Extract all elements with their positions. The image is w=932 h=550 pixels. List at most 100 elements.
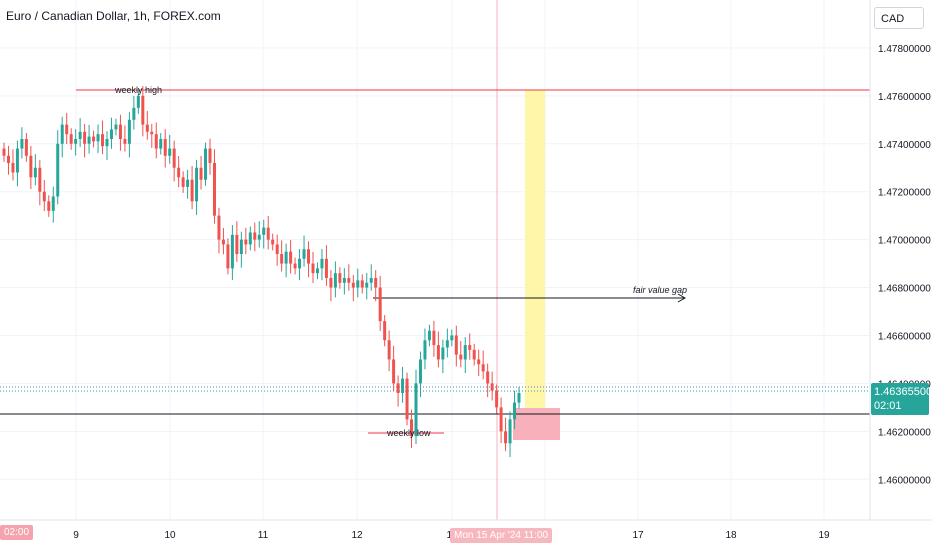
- candle-body: [374, 277, 378, 288]
- x-tick-label: 10: [164, 530, 176, 541]
- current-price-tag: 1.46365500 02:01: [871, 383, 932, 415]
- candle-body: [253, 232, 257, 240]
- y-axis-panel: [870, 0, 932, 520]
- highlight-bar: [525, 90, 545, 408]
- candle-body: [118, 124, 122, 139]
- candle-body: [51, 196, 55, 211]
- y-tick-label: 1.47600000: [878, 92, 931, 103]
- y-tick-label: 1.47400000: [878, 140, 931, 151]
- currency-button[interactable]: CAD: [874, 7, 924, 29]
- candle-body: [29, 155, 33, 178]
- candle-body: [92, 136, 96, 142]
- candle-body: [289, 251, 293, 264]
- candle-body: [136, 95, 140, 108]
- x-tick-label: 12: [351, 530, 363, 541]
- candle-body: [235, 234, 239, 255]
- candle-body: [338, 273, 342, 283]
- candle-body: [481, 364, 485, 372]
- candle-body: [298, 258, 302, 269]
- candle-body: [244, 239, 248, 245]
- candle-body: [508, 419, 512, 444]
- candle-body: [445, 340, 449, 348]
- candle-body: [217, 215, 221, 240]
- candle-body: [405, 378, 409, 420]
- candle-body: [517, 392, 521, 403]
- candle-body: [24, 138, 28, 156]
- chart-grid: [0, 0, 870, 520]
- candle-body: [266, 227, 270, 240]
- candle-body: [69, 134, 73, 144]
- candle-body: [83, 131, 87, 144]
- candle-body: [248, 232, 252, 245]
- candle-body: [172, 148, 176, 168]
- y-tick-label: 1.46200000: [878, 427, 931, 438]
- candle-body: [333, 273, 337, 288]
- fvg-label: fair value gap: [633, 285, 687, 295]
- candle-body: [486, 371, 490, 384]
- candle-body: [369, 277, 373, 283]
- current-price-value: 1.46365500: [874, 386, 932, 398]
- candle-body: [495, 390, 499, 408]
- y-axis-labels: 1.47800000 1.47600000 1.47400000 1.47200000…: [878, 44, 931, 486]
- candle-body: [105, 138, 109, 147]
- candle-body: [74, 138, 78, 144]
- candle-body: [257, 234, 261, 240]
- candle-body: [2, 148, 6, 156]
- y-tick-label: 1.46000000: [878, 475, 931, 486]
- candle-body: [450, 335, 454, 341]
- fvg-arrow-icon: [677, 293, 687, 303]
- candle-body: [181, 177, 185, 187]
- candle-body: [477, 359, 481, 365]
- y-tick-label: 1.46600000: [878, 331, 931, 342]
- candlesticks: [2, 86, 521, 457]
- x-tick-label: 9: [73, 530, 79, 541]
- candle-body: [163, 138, 167, 156]
- candle-body: [396, 383, 400, 393]
- y-tick-label: 1.47000000: [878, 236, 931, 247]
- candle-body: [199, 167, 203, 180]
- candle-body: [351, 282, 355, 288]
- candle-body: [11, 162, 15, 173]
- candle-body: [60, 124, 64, 144]
- candle-body: [302, 249, 306, 259]
- candle-body: [418, 359, 422, 384]
- candle-body: [513, 402, 517, 420]
- candle-body: [468, 345, 472, 350]
- candle-body: [6, 155, 10, 163]
- left-time-pill: 02:00: [0, 525, 34, 540]
- candle-body: [347, 277, 351, 283]
- candle-body: [499, 407, 503, 432]
- x-tick-label: 18: [725, 530, 737, 541]
- candle-body: [463, 345, 467, 360]
- demand-zone: [513, 408, 560, 440]
- candle-body: [33, 167, 37, 178]
- candle-body: [159, 138, 163, 149]
- candle-body: [20, 138, 24, 149]
- candle-body: [87, 136, 91, 144]
- candle-body: [132, 107, 136, 120]
- candle-body: [378, 287, 382, 322]
- symbol-title: Euro / Canadian Dollar, 1h, FOREX.com: [6, 9, 221, 23]
- candle-body: [96, 134, 100, 142]
- candle-body: [392, 359, 396, 384]
- x-tick-label: 11: [258, 530, 269, 541]
- candle-body: [123, 138, 127, 144]
- candle-body: [221, 239, 225, 245]
- candle-body: [401, 378, 405, 393]
- candle-body: [329, 277, 333, 288]
- candle-body: [307, 249, 311, 264]
- candle-body: [293, 263, 297, 269]
- candle-body: [280, 254, 284, 264]
- candle-body: [42, 191, 46, 202]
- candle-body: [168, 148, 172, 156]
- y-tick-label: 1.47800000: [878, 44, 931, 55]
- candle-body: [154, 134, 158, 149]
- candle-body: [342, 277, 346, 283]
- candle-body: [432, 330, 436, 346]
- candle-body: [262, 227, 266, 235]
- weekly-high-label: weekly high: [114, 85, 162, 95]
- candle-body: [208, 148, 212, 163]
- candle-body: [311, 263, 315, 274]
- candle-body: [141, 95, 145, 125]
